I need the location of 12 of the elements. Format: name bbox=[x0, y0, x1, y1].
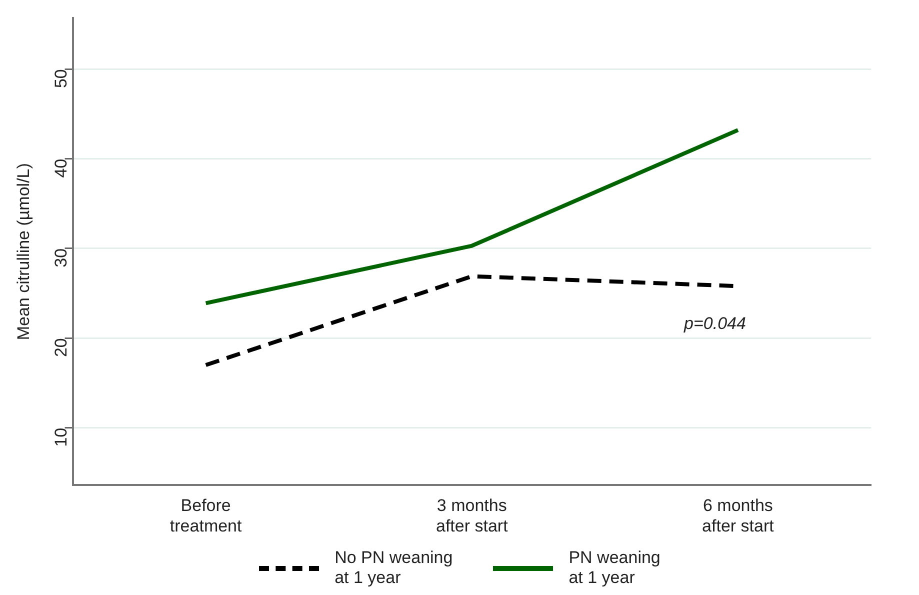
y-tick-label: 30 bbox=[51, 248, 70, 268]
x-tick-label: Before treatment bbox=[170, 496, 242, 536]
y-tick-label: 10 bbox=[51, 428, 70, 447]
y-axis-title: Mean citrulline (µmol/L) bbox=[14, 163, 33, 340]
x-tick-label: 3 months after start bbox=[436, 496, 508, 536]
y-tick-label: 40 bbox=[51, 158, 70, 178]
legend-label: PN weaning at 1 year bbox=[568, 548, 660, 588]
legend-label: No PN weaning at 1 year bbox=[334, 548, 453, 588]
y-tick-label: 20 bbox=[51, 338, 70, 358]
y-tick-label: 50 bbox=[51, 69, 70, 88]
annotation: p=0.044 bbox=[683, 314, 746, 333]
x-tick-label: 6 months after start bbox=[702, 496, 774, 536]
